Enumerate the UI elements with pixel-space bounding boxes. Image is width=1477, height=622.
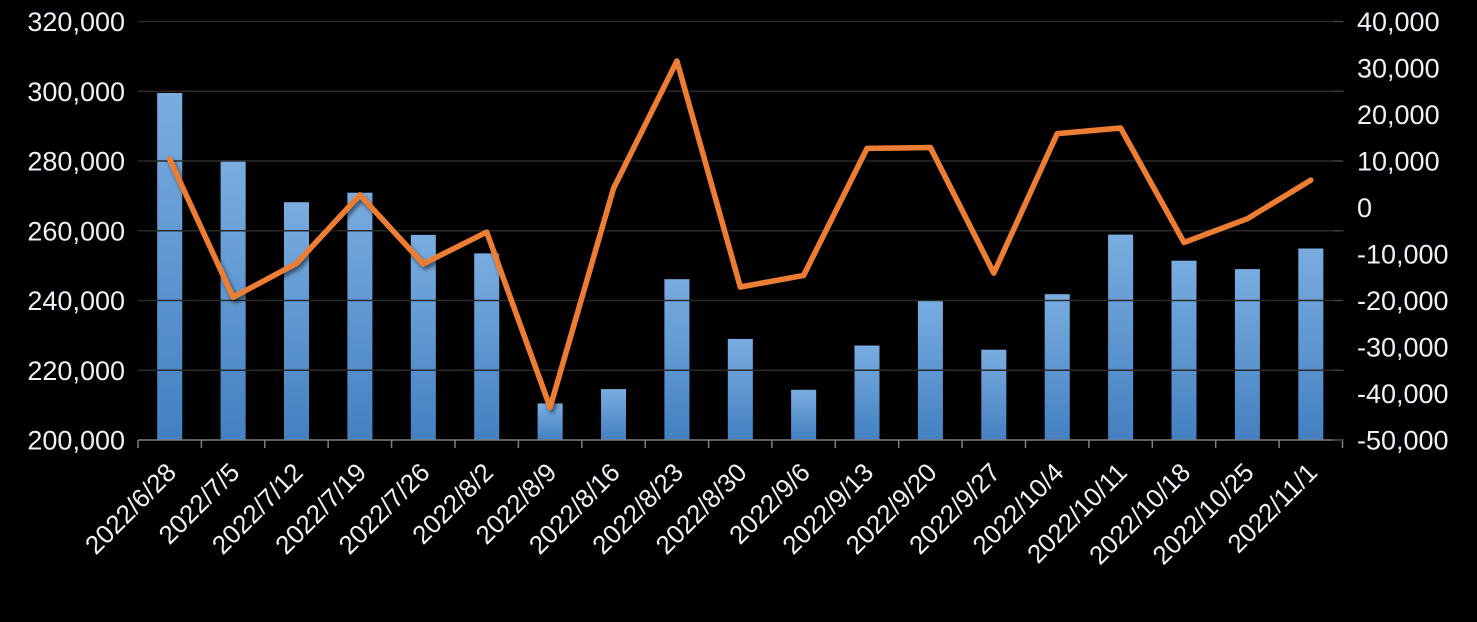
right-axis-label: -40,000 <box>1357 379 1449 409</box>
left-axis-label: 280,000 <box>27 146 125 176</box>
bar <box>664 279 690 440</box>
bar <box>1108 234 1134 440</box>
right-axis-label: -30,000 <box>1357 332 1449 362</box>
bar <box>347 192 373 440</box>
right-axis-label: -50,000 <box>1357 425 1449 455</box>
bar <box>854 345 880 440</box>
left-axis-label: 300,000 <box>27 77 125 107</box>
bar <box>410 234 436 440</box>
right-axis-label: 30,000 <box>1357 53 1440 83</box>
bar <box>1044 294 1070 440</box>
bar <box>474 253 500 440</box>
axes-group <box>137 20 1344 448</box>
x-axis-label: 2022/6/28 <box>79 457 182 560</box>
bar <box>284 202 309 440</box>
bar-series-group <box>157 93 1324 441</box>
bar <box>791 389 817 440</box>
left-axis-labels-group: 320,000 300,000 280,000 260,000 240,000 220,0… <box>27 7 125 456</box>
left-axis-label: 260,000 <box>27 216 125 246</box>
right-axis-label: -10,000 <box>1357 239 1449 269</box>
right-axis-label: -20,000 <box>1357 286 1449 316</box>
right-axis-label: 10,000 <box>1357 146 1440 176</box>
right-axis-labels-group: 40,000 30,000 20,000 10,000 0 -10,000 -20,000 -… <box>1357 7 1449 456</box>
bar <box>727 338 753 440</box>
left-axis-label: 220,000 <box>27 356 125 386</box>
right-axis-label: 40,000 <box>1357 7 1440 37</box>
left-axis-label: 240,000 <box>27 286 125 316</box>
gridlines-group <box>138 20 1343 372</box>
line-series-group <box>166 58 1314 411</box>
bar <box>157 93 183 440</box>
bar <box>601 389 626 440</box>
left-axis-label: 320,000 <box>27 7 125 37</box>
right-axis-label: 20,000 <box>1357 100 1440 130</box>
right-axis-label: 0 <box>1357 193 1372 223</box>
bar <box>981 349 1007 440</box>
bar <box>1171 260 1197 440</box>
left-axis-label: 200,000 <box>27 425 125 455</box>
bar <box>1234 269 1260 440</box>
x-axis-labels-group: 2022/6/282022/7/52022/7/122022/7/192022/… <box>79 457 1323 570</box>
line-series-path <box>166 58 1314 411</box>
bar <box>1298 248 1324 440</box>
